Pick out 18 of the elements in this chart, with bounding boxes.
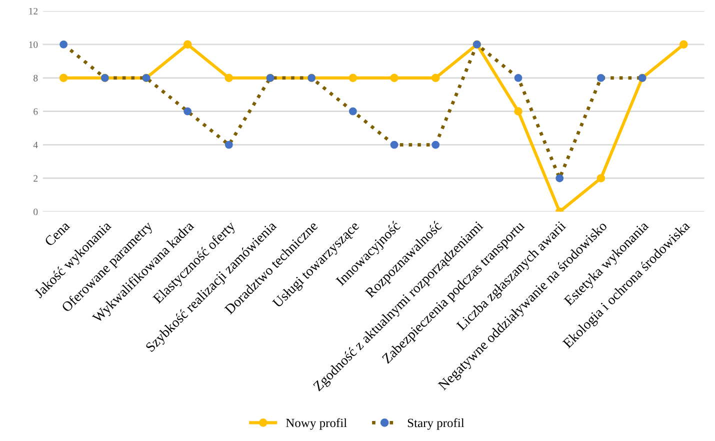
point xyxy=(348,74,358,82)
y-tick-label: 12 xyxy=(29,8,38,14)
y-tick-label: 10 xyxy=(29,41,38,48)
point xyxy=(390,74,398,82)
point xyxy=(431,74,440,82)
point xyxy=(514,107,522,116)
y-tick-label: 0 xyxy=(34,208,38,216)
point xyxy=(679,40,688,49)
point xyxy=(183,40,192,49)
y-tick-label: 2 xyxy=(34,175,38,182)
legend-label: Stary profil xyxy=(408,418,464,430)
y-tick-label: 6 xyxy=(34,108,38,115)
point xyxy=(224,74,234,82)
y-tick-label: 8 xyxy=(34,74,38,82)
legend-label: Nowy profil xyxy=(286,418,347,430)
point xyxy=(59,74,68,82)
point xyxy=(596,174,606,182)
y-tick-label: 4 xyxy=(33,142,38,148)
